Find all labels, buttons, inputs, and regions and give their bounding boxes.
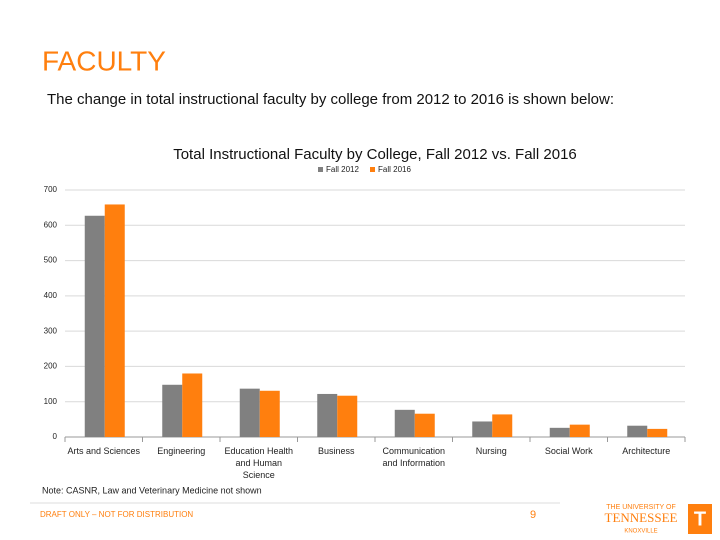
logo-line: THE UNIVERSITY OF bbox=[606, 504, 676, 511]
y-tick-label: 300 bbox=[44, 326, 58, 335]
bar bbox=[162, 384, 183, 437]
bar bbox=[627, 425, 648, 437]
y-tick-label: 400 bbox=[44, 291, 58, 300]
legend-label: Fall 2016 bbox=[378, 165, 411, 174]
x-tick-label: Business bbox=[317, 446, 355, 456]
logo-mark-bg bbox=[688, 504, 712, 534]
bar bbox=[182, 373, 203, 437]
page-number: 9 bbox=[530, 509, 536, 521]
bar bbox=[317, 393, 338, 437]
slide-subtitle: The change in total instructional facult… bbox=[47, 91, 614, 108]
logo-mark: T bbox=[694, 508, 706, 530]
bar bbox=[414, 413, 435, 437]
x-tick-label: Social Work bbox=[544, 446, 593, 456]
bar bbox=[104, 204, 125, 437]
y-tick-label: 0 bbox=[53, 432, 58, 441]
bar bbox=[84, 215, 105, 437]
y-tick-label: 200 bbox=[44, 362, 58, 371]
y-tick-label: 600 bbox=[44, 220, 58, 229]
x-tick-label: Arts and Sciences bbox=[67, 446, 141, 456]
x-tick-label: Architecture bbox=[622, 446, 671, 456]
bar bbox=[549, 427, 570, 437]
note: Note: CASNR, Law and Veterinary Medicine… bbox=[42, 485, 262, 495]
y-tick-label: 700 bbox=[44, 185, 58, 194]
y-tick-label: 500 bbox=[44, 256, 58, 265]
logo-line: TENNESSEE bbox=[605, 510, 678, 525]
chart-title: Total Instructional Faculty by College, … bbox=[173, 146, 577, 163]
bar bbox=[472, 421, 493, 437]
bar bbox=[492, 414, 513, 437]
legend-swatch bbox=[370, 167, 375, 172]
bar bbox=[337, 395, 358, 437]
bar bbox=[259, 390, 280, 437]
y-tick-label: 100 bbox=[44, 397, 58, 406]
x-tick-label: Communication and Information bbox=[382, 446, 446, 468]
x-tick-label: Education Health and Human Science bbox=[224, 446, 294, 480]
legend-label: Fall 2012 bbox=[326, 165, 359, 174]
x-tick-label: Nursing bbox=[475, 446, 507, 456]
draft-label: DRAFT ONLY – NOT FOR DISTRIBUTION bbox=[40, 510, 193, 519]
bar bbox=[569, 424, 590, 437]
bar bbox=[394, 409, 415, 437]
bar bbox=[647, 428, 668, 437]
logo-line: KNOXVILLE bbox=[624, 529, 657, 535]
bar bbox=[239, 388, 260, 437]
x-tick-label: Engineering bbox=[157, 446, 206, 456]
slide-title: FACULTY bbox=[42, 45, 166, 76]
legend-swatch bbox=[318, 167, 323, 172]
